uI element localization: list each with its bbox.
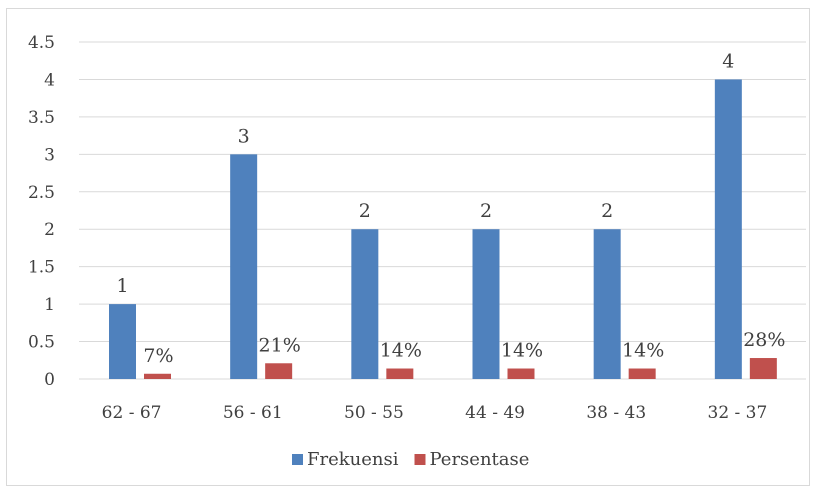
y-tick-label: 0 (44, 370, 55, 390)
y-tick-label: 4.5 (28, 33, 55, 53)
x-axis-ticks: 62 - 67 56 - 61 50 - 55 44 - 49 38 - 43 32 - … (102, 403, 768, 423)
legend-swatch-frekuensi (292, 454, 303, 465)
x-tick-label: 56 - 61 (223, 403, 283, 423)
data-label-persentase-2: 14% (380, 340, 422, 362)
y-tick-label: 2 (44, 220, 55, 240)
x-tick-label: 38 - 43 (586, 403, 646, 423)
bar-frekuensi-3 (472, 229, 500, 379)
legend-label-frekuensi: Frekuensi (307, 449, 399, 470)
data-label-frekuensi-4: 2 (601, 200, 613, 222)
data-label-persentase-1: 21% (259, 334, 301, 356)
bar-persentase-1 (265, 363, 293, 379)
chart-frame (6, 8, 810, 486)
y-tick-label: 3.5 (28, 108, 55, 128)
y-tick-label: 2.5 (28, 183, 55, 203)
bars (109, 79, 777, 379)
data-label-frekuensi-2: 2 (359, 200, 371, 222)
y-tick-label: 0.5 (28, 333, 55, 353)
data-label-frekuensi-0: 1 (116, 275, 128, 297)
x-tick-label: 32 - 37 (708, 403, 768, 423)
y-tick-label: 1 (44, 295, 55, 315)
bar-frekuensi-2 (351, 229, 379, 379)
legend: Frekuensi Persentase (292, 449, 529, 470)
data-label-persentase-3: 14% (501, 340, 543, 362)
gridlines (79, 41, 806, 380)
x-tick-label: 62 - 67 (102, 403, 162, 423)
y-tick-label: 4 (44, 70, 55, 90)
bar-persentase-3 (507, 368, 535, 379)
data-label-frekuensi-5: 4 (722, 50, 734, 72)
bar-frekuensi-1 (230, 154, 258, 379)
bar-persentase-5 (749, 358, 777, 379)
data-label-persentase-5: 28% (743, 329, 785, 351)
y-axis-ticks: 0 0.5 1 1.5 2 2.5 3 3.5 4 4.5 (28, 33, 55, 390)
data-label-persentase-0: 7% (143, 345, 173, 367)
bar-frekuensi-0 (109, 304, 136, 379)
y-tick-label: 1.5 (28, 258, 55, 278)
legend-swatch-persentase (414, 454, 426, 465)
data-label-frekuensi-3: 2 (480, 200, 492, 222)
data-label-persentase-4: 14% (622, 340, 664, 362)
bar-frekuensi-5 (714, 79, 742, 379)
bar-persentase-2 (386, 368, 414, 379)
x-tick-label: 44 - 49 (465, 403, 525, 423)
bar-persentase-0 (144, 373, 171, 379)
x-tick-label: 50 - 55 (344, 403, 404, 423)
bar-frekuensi-4 (593, 229, 621, 379)
legend-label-persentase: Persentase (430, 449, 530, 470)
y-tick-label: 3 (44, 145, 55, 165)
data-labels: 1 7% 3 21% 2 14% 2 14% 2 14% 4 28% (116, 50, 785, 366)
data-label-frekuensi-1: 3 (238, 125, 250, 147)
bar-persentase-4 (628, 368, 656, 379)
